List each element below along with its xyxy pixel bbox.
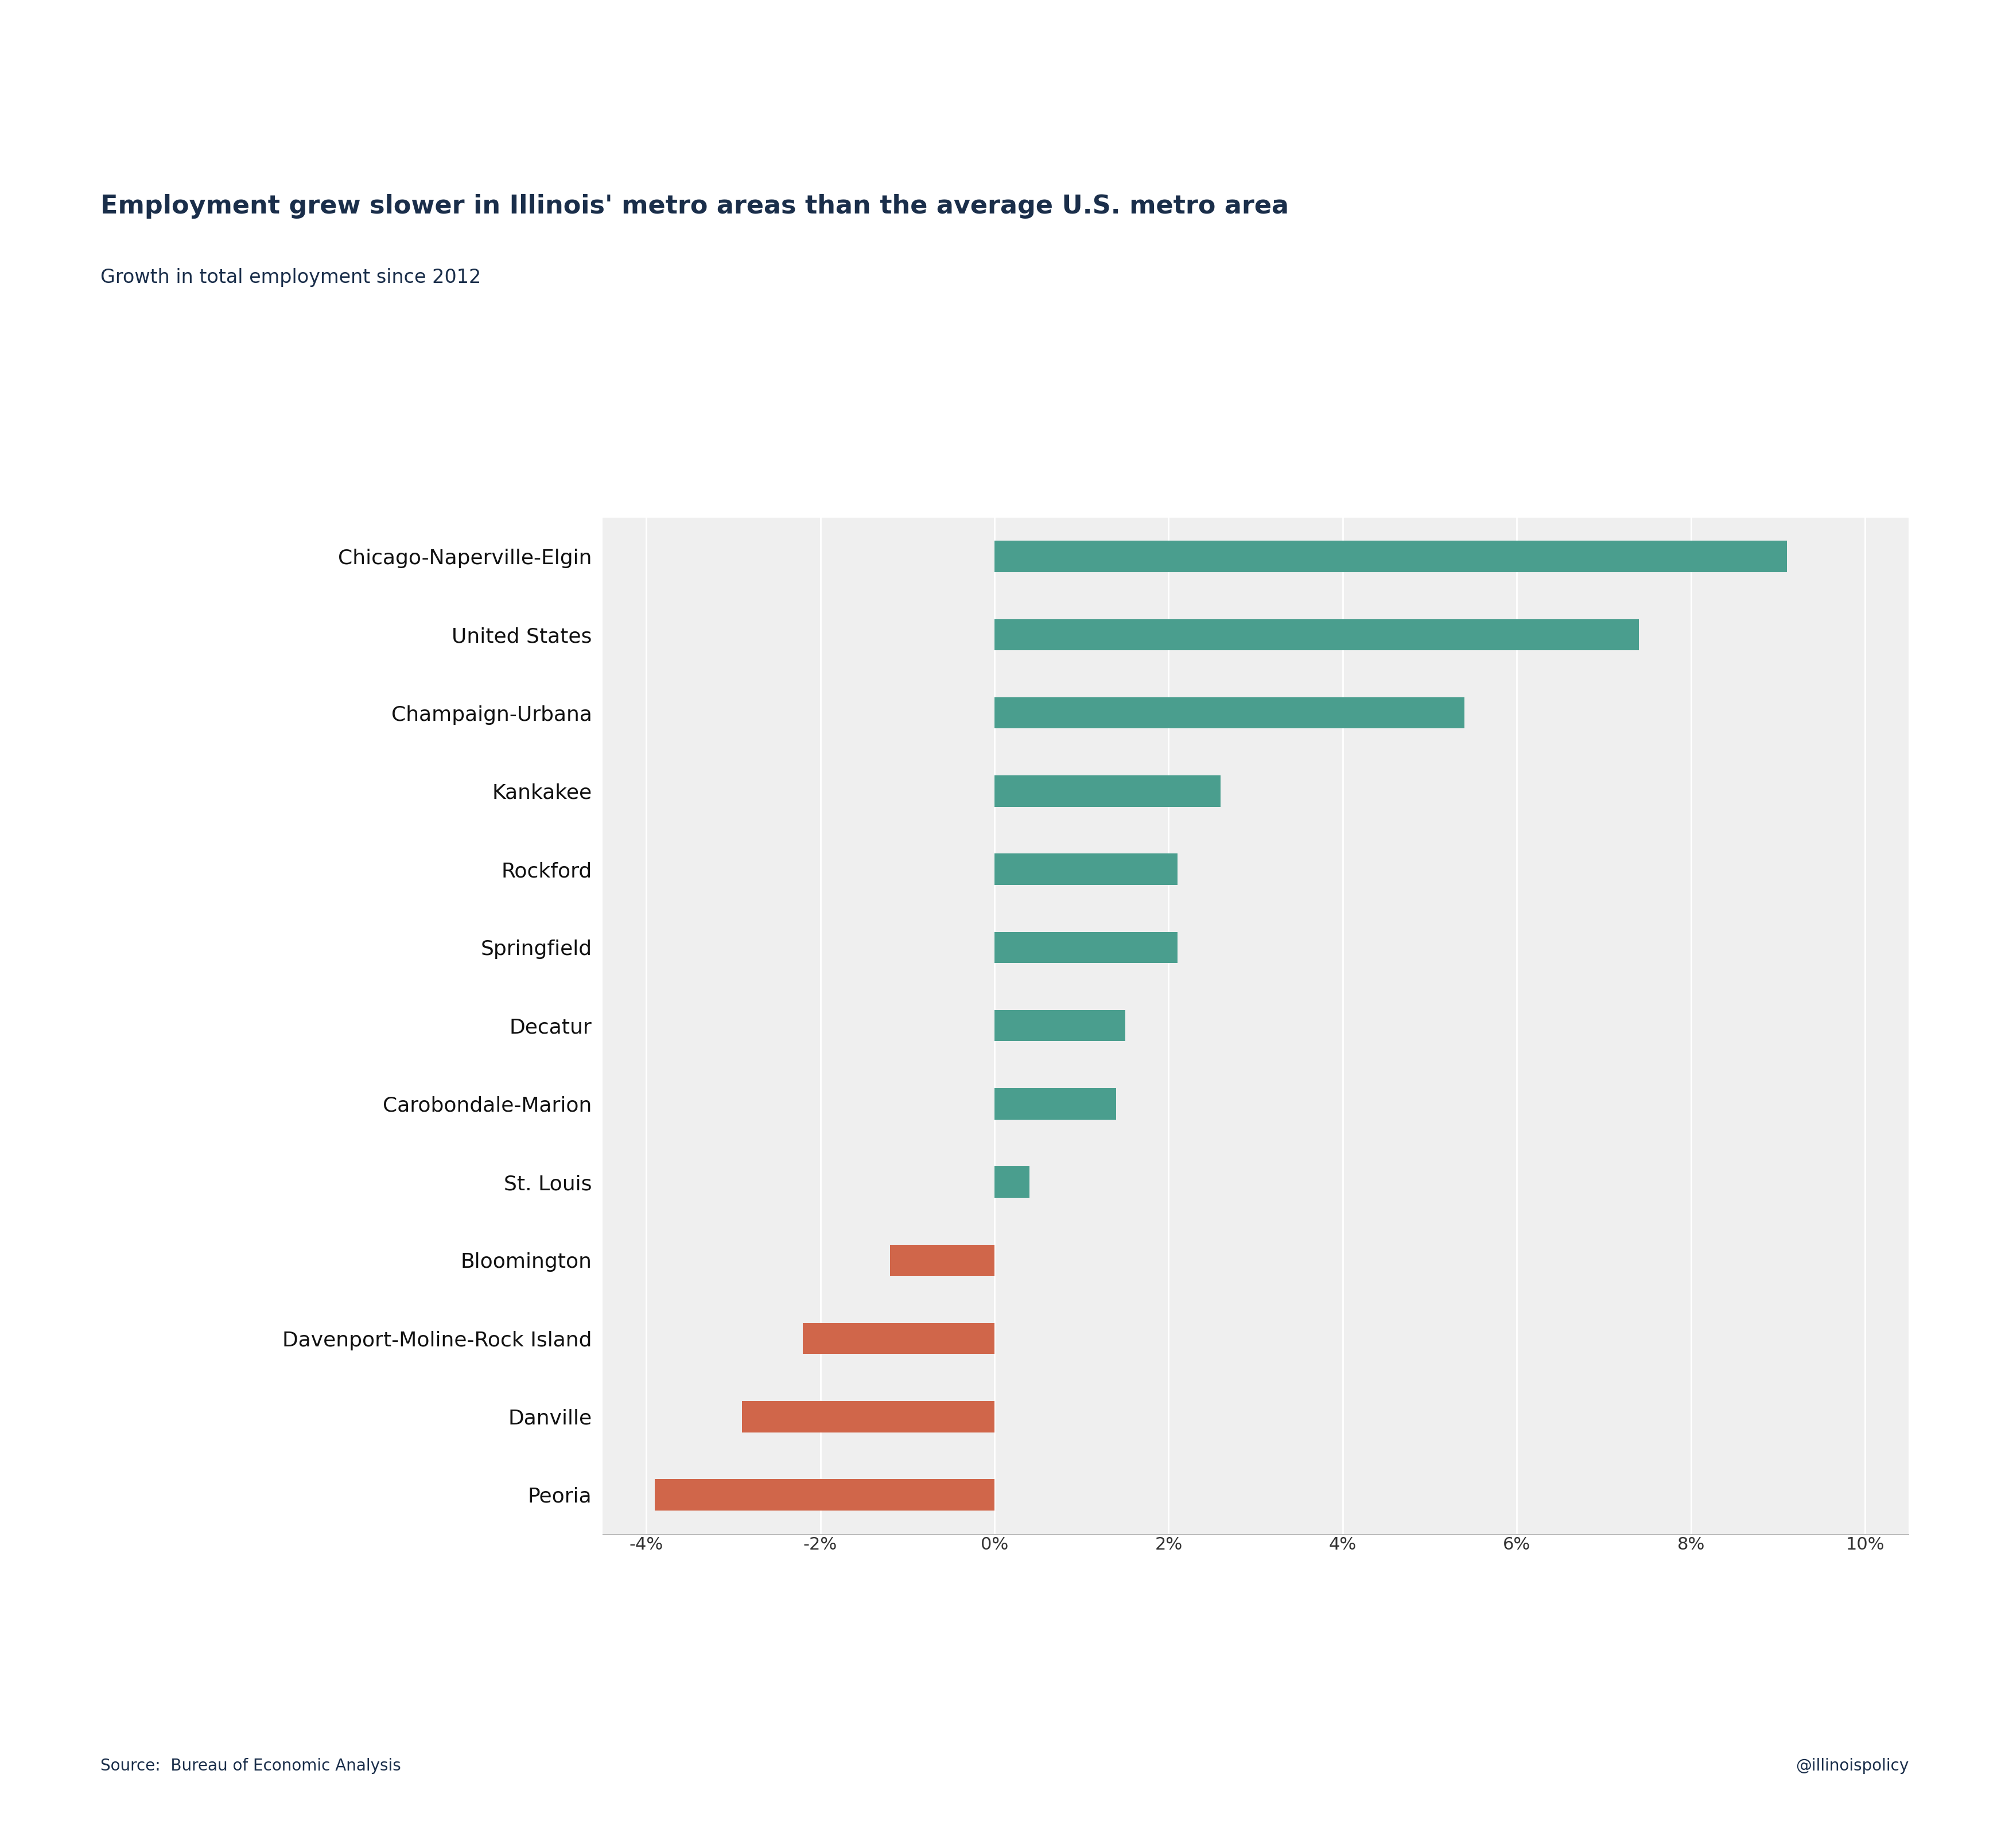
Bar [994, 931, 1177, 963]
Bar [994, 1088, 1117, 1120]
Bar [994, 854, 1177, 885]
Text: Growth in total employment since 2012: Growth in total employment since 2012 [100, 268, 480, 286]
Bar [994, 776, 1221, 808]
Text: Source:  Bureau of Economic Analysis: Source: Bureau of Economic Analysis [100, 1757, 402, 1774]
Bar [741, 1401, 994, 1432]
Bar [994, 697, 1465, 728]
Bar [655, 1478, 994, 1510]
Bar [804, 1323, 994, 1355]
Bar [994, 619, 1639, 650]
Bar [994, 541, 1786, 573]
Bar [994, 1166, 1029, 1198]
Bar [994, 1011, 1125, 1040]
Bar [890, 1244, 994, 1275]
Text: @illinoispolicy: @illinoispolicy [1796, 1757, 1909, 1774]
Text: Employment grew slower in Illinois' metro areas than the average U.S. metro area: Employment grew slower in Illinois' metr… [100, 194, 1290, 218]
